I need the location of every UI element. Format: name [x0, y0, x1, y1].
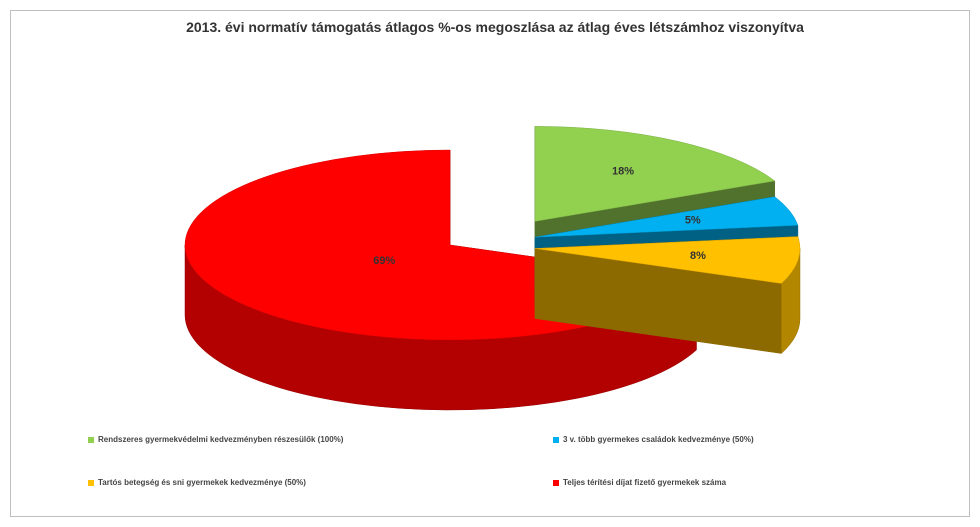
slice [534, 196, 799, 238]
legend-label: 3 v. több gyermekes családok kedvezménye… [563, 435, 754, 444]
chart-title: 2013. évi normatív támogatás átlagos %-o… [186, 19, 804, 35]
legend-swatch [553, 437, 559, 443]
slice [534, 126, 776, 222]
data-label: 8% [690, 250, 706, 262]
legend-label: Tartós betegség és sni gyermekek kedvezm… [98, 478, 306, 487]
legend-label: Teljes térítési díjat fizető gyermekek s… [563, 478, 727, 487]
chart-frame [10, 10, 970, 517]
legend-label: Rendszeres gyermekvédelmi kedvezményben … [98, 435, 344, 444]
data-label: 18% [612, 166, 634, 178]
legend-swatch [88, 480, 94, 486]
data-label: 69% [373, 255, 395, 267]
legend-swatch [88, 437, 94, 443]
legend-swatch [553, 480, 559, 486]
data-label: 5% [685, 215, 701, 227]
slice [534, 236, 801, 284]
